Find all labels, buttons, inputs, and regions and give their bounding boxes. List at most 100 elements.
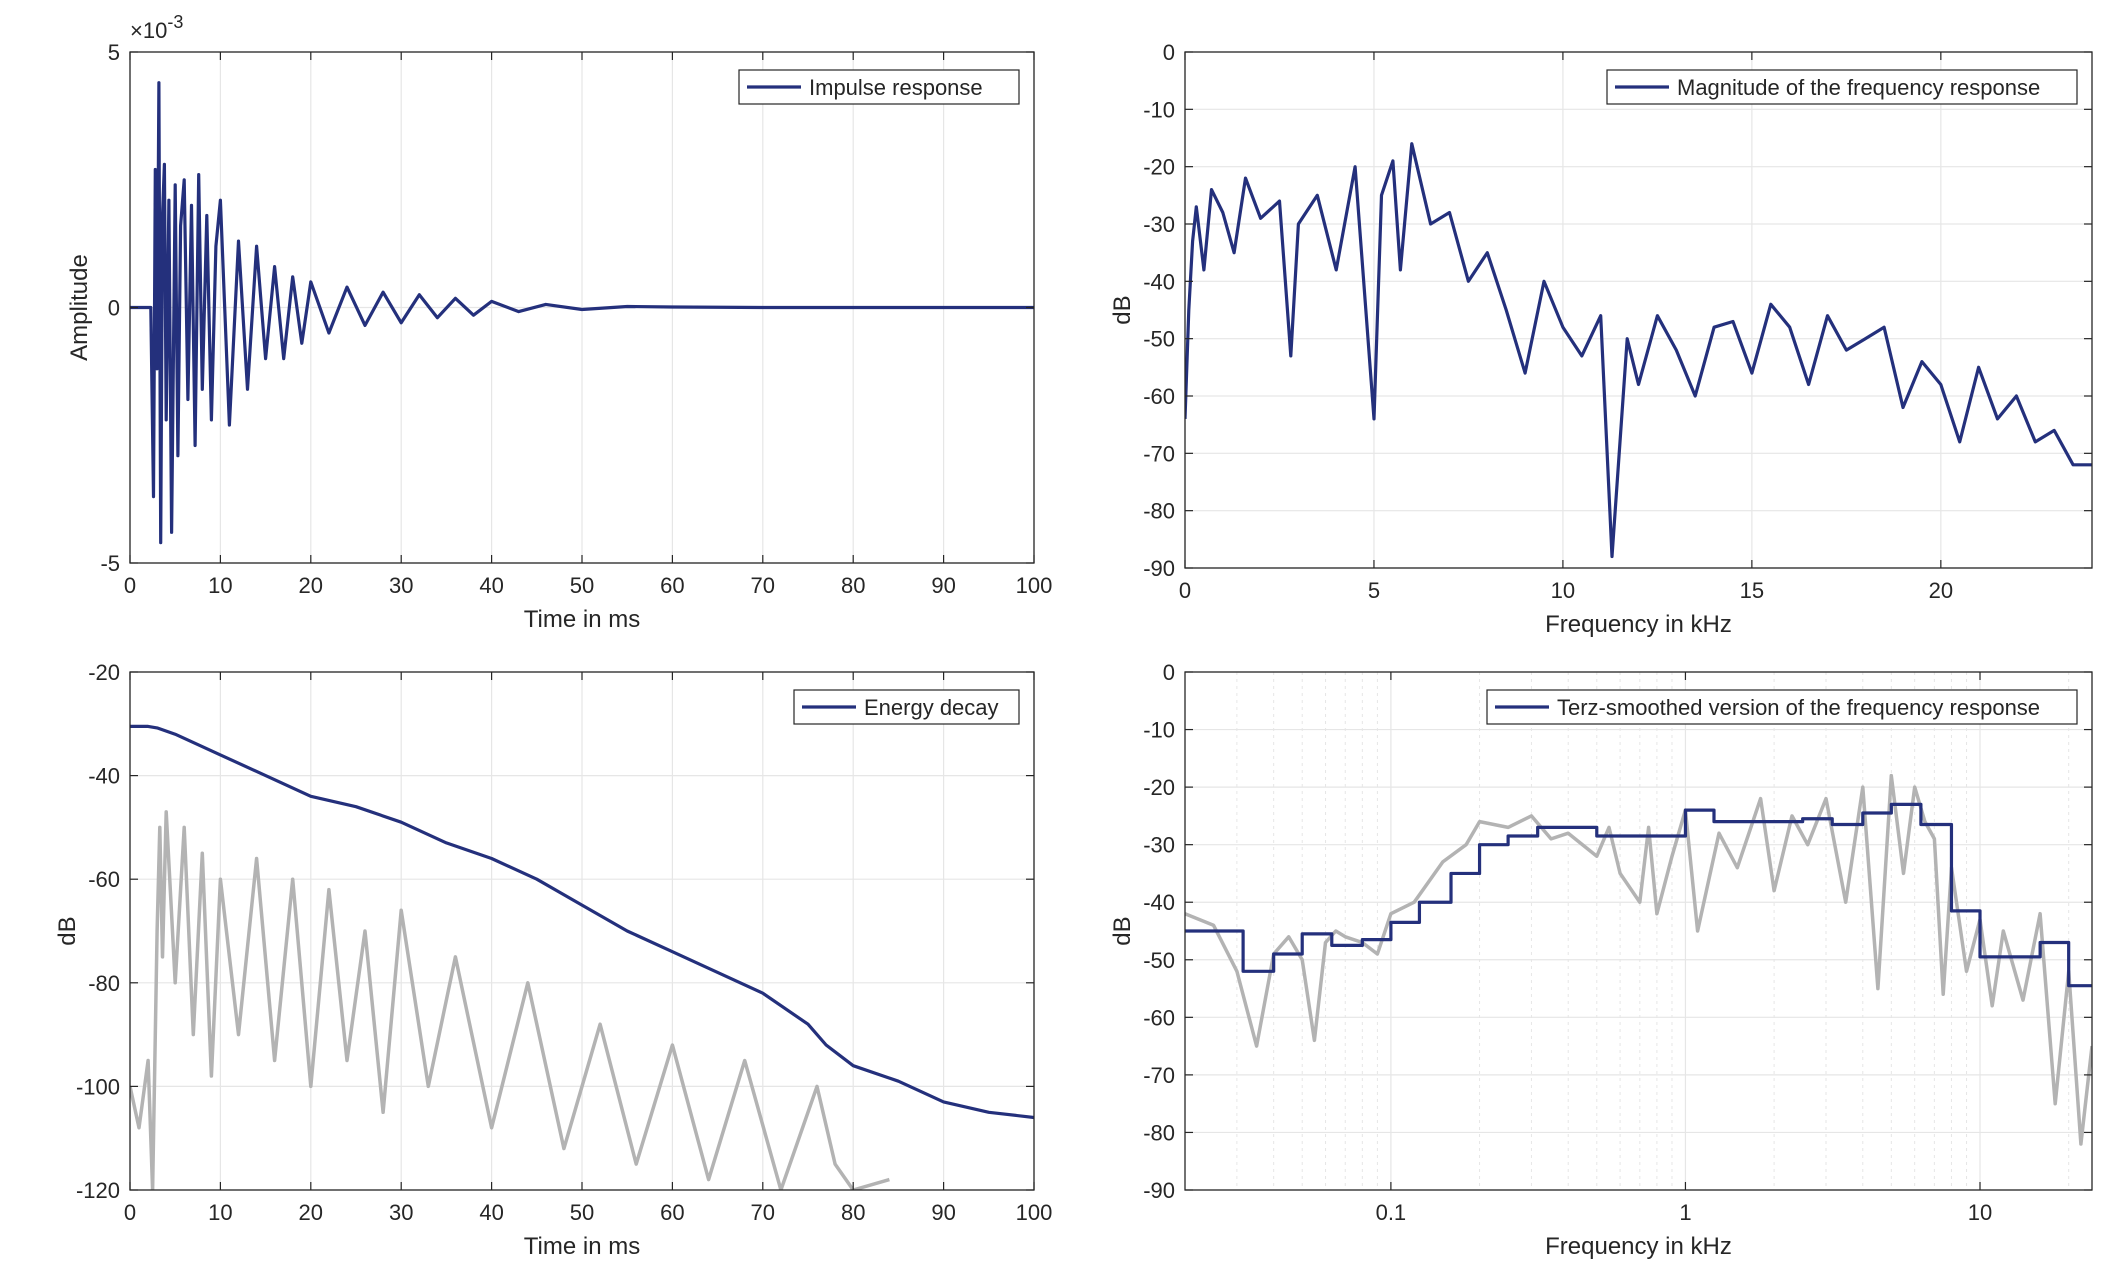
y-axis-label: dB: [54, 916, 81, 945]
x-tick-label: 0: [1179, 578, 1191, 603]
y-tick-label: -80: [1143, 499, 1175, 524]
y-tick-label: -80: [88, 971, 120, 996]
y-tick-label: -40: [1143, 890, 1175, 915]
y-tick-label: -70: [1143, 1063, 1175, 1088]
x-tick-label: 0.1: [1376, 1200, 1407, 1225]
x-tick-label: 40: [479, 1200, 503, 1225]
series-group: [130, 81, 1034, 545]
legend-box: [1486, 689, 2078, 725]
x-tick-label: 50: [570, 573, 594, 598]
x-tick-label: 20: [299, 573, 323, 598]
y-tick-label: -90: [1143, 556, 1175, 581]
x-tick-label: 15: [1740, 578, 1764, 603]
chart-terz: 0.1 1 10 -90 -80 -70 -60 -50 -40 -30 -20 -10 0 Freque…: [1109, 660, 2093, 1260]
x-tick-label: 20: [1929, 578, 1953, 603]
chart-magnitude: 0 5 10 15 20 -90 -80 -70 -60 -50 -40 -30 -20 -10 0 Freq…: [1109, 40, 2093, 638]
x-tick-label: 90: [931, 1200, 955, 1225]
x-tick-label: 10: [208, 573, 232, 598]
axes-box: [1184, 671, 2093, 1191]
x-tick-label: 100: [1016, 573, 1053, 598]
exponent-base: ×10: [130, 18, 167, 43]
y-tick-label: -60: [88, 867, 120, 892]
y-tick-label: -20: [88, 660, 120, 685]
y-tick-label: -10: [1143, 97, 1175, 122]
y-tick-label: -40: [1143, 269, 1175, 294]
legend: Magnitude of the frequency response: [1606, 69, 2078, 105]
plot-area: [1185, 672, 2092, 1190]
y-axis-label: dB: [1109, 295, 1136, 324]
raw-response-line: [130, 810, 890, 1190]
exponent-label: ×10-3: [130, 12, 183, 43]
x-axis-label: Time in ms: [524, 1233, 640, 1260]
ticks: 0 5 10 15 20 -90 -80 -70 -60 -50 -40 -30 -20 -10 0: [1143, 40, 2092, 603]
x-tick-label: 50: [570, 1200, 594, 1225]
legend-label: Terz-smoothed version of the frequency r…: [1557, 695, 2040, 720]
y-tick-label: -100: [76, 1074, 120, 1099]
x-tick-label: 80: [841, 573, 865, 598]
series-line-energy: [130, 724, 1034, 1120]
y-tick-label: -10: [1143, 718, 1175, 743]
y-tick-label: -5: [100, 551, 120, 576]
axes-box: [1184, 51, 2093, 569]
y-tick-label: -30: [1143, 833, 1175, 858]
x-tick-label: 40: [479, 573, 503, 598]
ticks: 0 10 20 30 40 50 60 70 80 90 100-505: [100, 40, 1052, 598]
y-tick-label: -70: [1143, 441, 1175, 466]
y-tick-label: 0: [108, 296, 120, 321]
y-tick-label: 0: [1163, 660, 1175, 685]
raw-response-line: [1185, 773, 2092, 1146]
legend: Energy decay: [793, 689, 1020, 725]
legend-box: [1606, 69, 2078, 105]
legend: Terz-smoothed version of the frequency r…: [1486, 689, 2078, 725]
series-group: [1185, 142, 2092, 559]
x-tick-label: 0: [124, 573, 136, 598]
y-tick-label: -30: [1143, 212, 1175, 237]
x-tick-label: 70: [751, 1200, 775, 1225]
x-tick-label: 10: [1968, 1200, 1992, 1225]
x-tick-label: 90: [931, 573, 955, 598]
x-tick-label: 70: [751, 573, 775, 598]
series-group: [130, 724, 1034, 1190]
y-tick-label: -120: [76, 1178, 120, 1203]
y-tick-label: -40: [88, 764, 120, 789]
plot-area: [1185, 52, 2092, 568]
x-tick-label: 1: [1679, 1200, 1691, 1225]
legend-label: Magnitude of the frequency response: [1677, 75, 2040, 100]
y-tick-label: 0: [1163, 40, 1175, 65]
x-tick-label: 30: [389, 573, 413, 598]
x-tick-label: 20: [299, 1200, 323, 1225]
series-line-magnitude: [1185, 142, 2092, 559]
legend-label: Energy decay: [864, 695, 999, 720]
exponent-power: -3: [167, 12, 183, 32]
y-axis-label: dB: [1109, 916, 1136, 945]
y-tick-label: -50: [1143, 327, 1175, 352]
x-tick-label: 10: [208, 1200, 232, 1225]
series-line-terz: [1185, 802, 2092, 988]
grid: [1185, 671, 2092, 1191]
ticks: 0.1 1 10 -90 -80 -70 -60 -50 -40 -30 -20 -10 0: [1143, 660, 2092, 1225]
y-tick-label: -60: [1143, 384, 1175, 409]
x-tick-label: 100: [1016, 1200, 1053, 1225]
y-tick-label: -20: [1143, 155, 1175, 180]
x-tick-label: 30: [389, 1200, 413, 1225]
series-line-impulse: [130, 81, 1034, 545]
x-axis-label: Frequency in kHz: [1545, 611, 1732, 638]
legend: Impulse response: [738, 69, 1020, 105]
y-axis-label: Amplitude: [66, 254, 93, 361]
x-tick-label: 60: [660, 1200, 684, 1225]
series-group: [1185, 773, 2092, 1146]
y-tick-label: -60: [1143, 1005, 1175, 1030]
y-tick-label: -50: [1143, 948, 1175, 973]
x-axis-label: Frequency in kHz: [1545, 1233, 1732, 1260]
y-tick-label: -90: [1143, 1178, 1175, 1203]
y-tick-label: -20: [1143, 775, 1175, 800]
legend-label: Impulse response: [809, 75, 983, 100]
chart-energy: 0 10 20 30 40 50 60 70 80 90 100 -120 -100 -80 -60 -40 -…: [54, 660, 1052, 1260]
x-axis-label: Time in ms: [524, 606, 640, 633]
y-tick-label: -80: [1143, 1120, 1175, 1145]
x-tick-label: 5: [1368, 578, 1380, 603]
x-tick-label: 0: [124, 1200, 136, 1225]
x-tick-label: 80: [841, 1200, 865, 1225]
